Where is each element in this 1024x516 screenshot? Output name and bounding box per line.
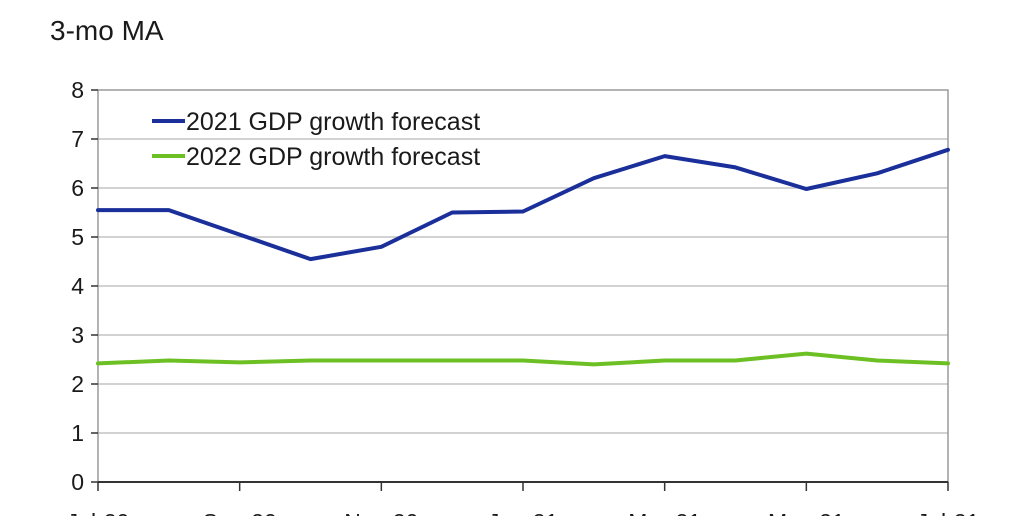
x-tick-label: Jan-21: [488, 509, 558, 516]
y-tick-label: 4: [71, 273, 84, 299]
series-line-2: [96, 351, 950, 367]
x-tick-label: Nov-20: [344, 509, 418, 516]
y-tick-label: 2: [71, 371, 84, 397]
x-tick-label: May-21: [768, 509, 845, 516]
y-tick-label: 1: [71, 420, 84, 446]
x-tick-label: Jul-21: [917, 509, 980, 516]
x-tick-label: Sep-20: [203, 509, 277, 516]
series-lines: [96, 147, 950, 367]
y-tick-label: 8: [71, 77, 84, 103]
x-tick-label: Jul-20: [67, 509, 130, 516]
x-tick-label: Mar-21: [628, 509, 701, 516]
y-tick-label: 0: [71, 469, 84, 495]
series-line-1: [96, 147, 950, 262]
gridlines: [98, 138, 948, 434]
axes: 0 1 2 3 4 5 6 7 8 Jul-20 Sep-20 Nov-20 Jan-21 Mar-21 M…: [67, 77, 980, 516]
y-tick-label: 3: [71, 322, 84, 348]
y-tick-label: 7: [71, 126, 84, 152]
legend-entry-2: 2022 GDP growth forecast: [186, 143, 480, 171]
legend-entry-1: 2021 GDP growth forecast: [186, 108, 480, 136]
unit-label: 3-mo MA: [50, 15, 164, 46]
legend: 2021 GDP growth forecast 2022 GDP growth …: [152, 108, 480, 171]
y-tick-label: 6: [71, 175, 84, 201]
y-tick-label: 5: [71, 224, 84, 250]
